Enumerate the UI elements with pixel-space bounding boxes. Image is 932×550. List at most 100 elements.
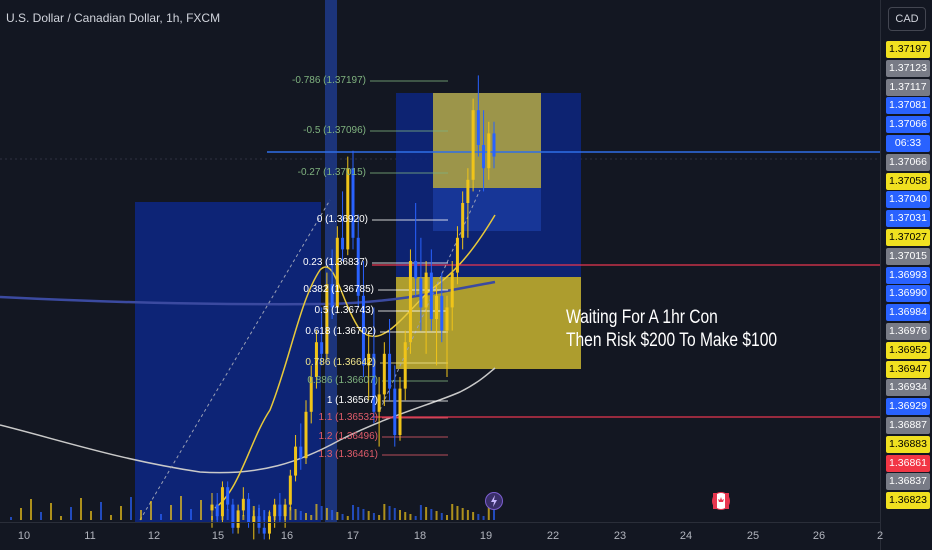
volume-bar	[289, 507, 292, 520]
candle-body	[273, 504, 277, 517]
time-label: 24	[679, 530, 693, 542]
candle-body	[414, 261, 418, 279]
volume-bar	[472, 512, 475, 520]
ma-white-line	[0, 367, 496, 474]
volume-bar	[325, 508, 328, 520]
fib-level-label: 0.382 (1.36785)	[303, 284, 374, 295]
volume-bar	[20, 508, 22, 520]
time-label: 11	[84, 530, 96, 542]
volume-bar	[120, 506, 122, 520]
volume-bar	[315, 504, 318, 520]
volume-bar	[383, 504, 386, 520]
volume-bar	[430, 509, 433, 520]
price-label: 1.36929	[886, 398, 930, 416]
volume-bar	[451, 504, 454, 520]
candle-body	[476, 110, 480, 145]
lightning-icon[interactable]	[485, 492, 503, 510]
volume-bar	[372, 513, 375, 520]
volume-bar	[226, 509, 229, 520]
candle-body	[226, 487, 230, 505]
fib-level-label: 0 (1.36920)	[316, 214, 368, 225]
price-label: 06:33	[886, 135, 930, 152]
volume-bar	[247, 504, 250, 520]
volume-bar	[362, 509, 365, 520]
fib-level-label: 1.2 (1.36496)	[318, 431, 379, 442]
price-label: 1.36952	[886, 341, 930, 359]
selected-bar-highlight	[325, 0, 337, 522]
price-label: 1.37123	[886, 59, 930, 77]
fib-level-label: 1.1 (1.36532)	[318, 412, 379, 423]
volume-bar	[320, 506, 323, 520]
candle-body	[408, 261, 412, 343]
volume-bar	[237, 513, 240, 520]
time-label: 23	[613, 530, 627, 542]
time-label: 12	[147, 530, 161, 542]
fib-level-label: 0.23 (1.36837)	[302, 257, 368, 268]
volume-bar	[367, 511, 370, 520]
volume-bar	[40, 512, 42, 520]
volume-bar	[477, 514, 480, 520]
currency-button[interactable]: CAD	[888, 7, 926, 31]
candle-body	[304, 411, 308, 459]
annotation-line-1: Waiting For A 1hr Con	[566, 307, 718, 328]
volume-bar	[352, 505, 354, 520]
trade-annotation: Waiting For A 1hr Con Then Risk $200 To …	[566, 306, 777, 352]
price-label: 1.37197	[886, 41, 930, 58]
volume-bar	[393, 508, 396, 520]
candle-body	[294, 446, 298, 476]
candle-body	[455, 237, 459, 273]
volume-bar	[216, 505, 219, 520]
candle-body	[424, 272, 428, 308]
candlestick-series	[210, 75, 496, 540]
candle-body	[210, 504, 214, 511]
volume-bar	[90, 511, 92, 520]
price-label: 1.37066	[886, 116, 930, 134]
volume-bar	[221, 507, 224, 520]
volume-bar	[70, 507, 72, 520]
price-label: 1.36861	[886, 454, 930, 472]
volume-bars	[10, 496, 495, 520]
chart-title: U.S. Dollar / Canadian Dollar, 1h, FXCM	[6, 11, 221, 25]
price-label: 1.36976	[886, 323, 930, 340]
candle-body	[487, 133, 491, 169]
price-label: 1.36947	[886, 360, 930, 378]
volume-bar	[310, 515, 313, 520]
volume-bar	[461, 508, 464, 520]
volume-bar	[388, 506, 391, 520]
canada-flag-icon[interactable]	[712, 492, 730, 510]
candle-body	[356, 237, 360, 296]
time-label: 17	[346, 530, 360, 542]
candle-body	[367, 353, 371, 366]
price-label: 1.37040	[886, 191, 930, 209]
volume-bar	[263, 510, 266, 520]
time-label: 19	[479, 530, 493, 542]
volume-bar	[493, 507, 495, 520]
volume-bar	[440, 513, 443, 520]
price-label: 1.36993	[886, 266, 930, 284]
volume-bar	[305, 513, 307, 520]
candle-body	[267, 516, 271, 534]
time-label: 25	[746, 530, 760, 542]
volume-bar	[331, 510, 334, 520]
volume-bar	[378, 515, 381, 520]
fib-trend-line	[139, 199, 331, 521]
candle-body	[309, 377, 313, 412]
volume-bar	[200, 500, 202, 520]
candle-body	[372, 353, 376, 412]
fib-level-label: 0.618 (1.36702)	[305, 326, 376, 337]
volume-bar	[60, 516, 62, 520]
candle-body	[450, 272, 454, 308]
time-axis[interactable]	[0, 522, 880, 550]
time-label: 18	[413, 530, 427, 542]
ma-blue-line	[0, 280, 496, 306]
candle-body	[330, 284, 334, 308]
annotation-line-2: Then Risk $200 To Make $100	[566, 330, 778, 351]
fib-level-label: 0.786 (1.36642)	[305, 357, 376, 368]
volume-bar	[487, 505, 490, 520]
candle-body	[492, 133, 496, 157]
volume-bar	[273, 514, 276, 520]
volume-bar	[110, 515, 112, 520]
fib-level-label: -0.786 (1.37197)	[292, 75, 366, 86]
volume-bar	[231, 511, 234, 520]
